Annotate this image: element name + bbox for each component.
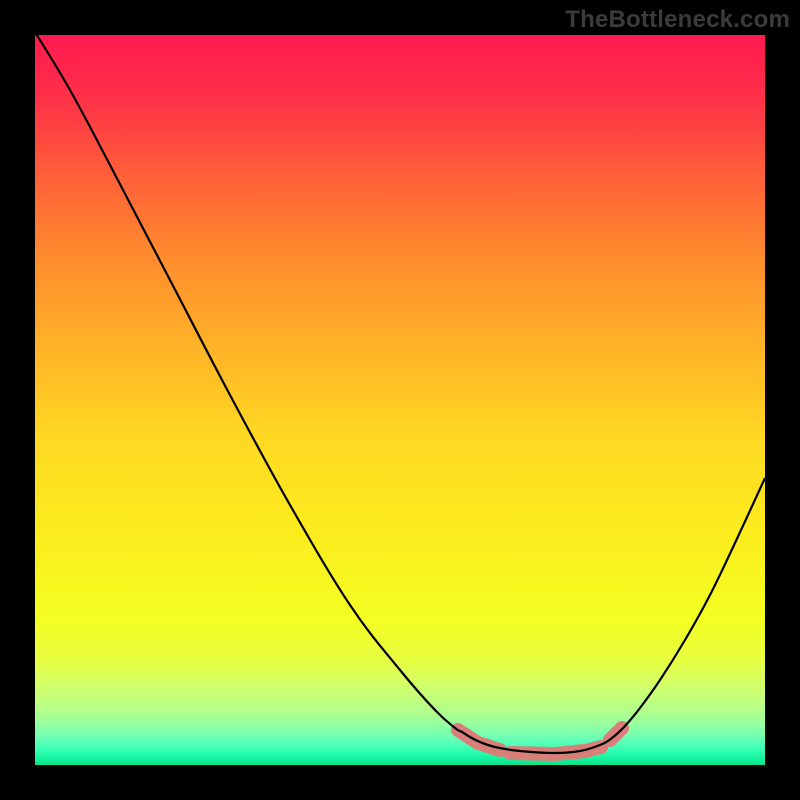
plot-background — [35, 35, 765, 765]
watermark-text: TheBottleneck.com — [565, 6, 790, 34]
chart-container: TheBottleneck.com — [0, 0, 800, 800]
bottleneck-chart — [0, 0, 800, 800]
